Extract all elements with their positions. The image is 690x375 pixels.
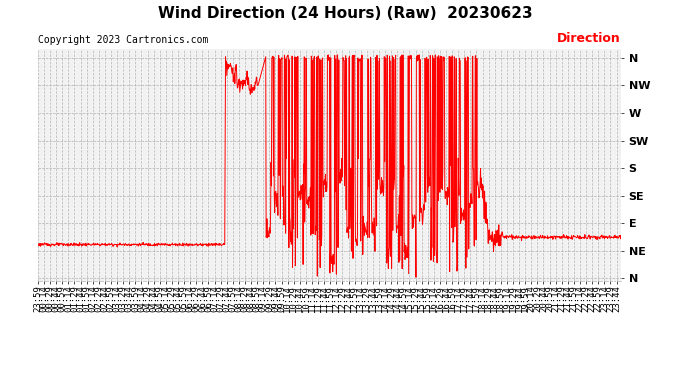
Text: Wind Direction (24 Hours) (Raw)  20230623: Wind Direction (24 Hours) (Raw) 20230623 <box>158 6 532 21</box>
Text: Direction: Direction <box>557 32 620 45</box>
Text: Copyright 2023 Cartronics.com: Copyright 2023 Cartronics.com <box>38 35 208 45</box>
